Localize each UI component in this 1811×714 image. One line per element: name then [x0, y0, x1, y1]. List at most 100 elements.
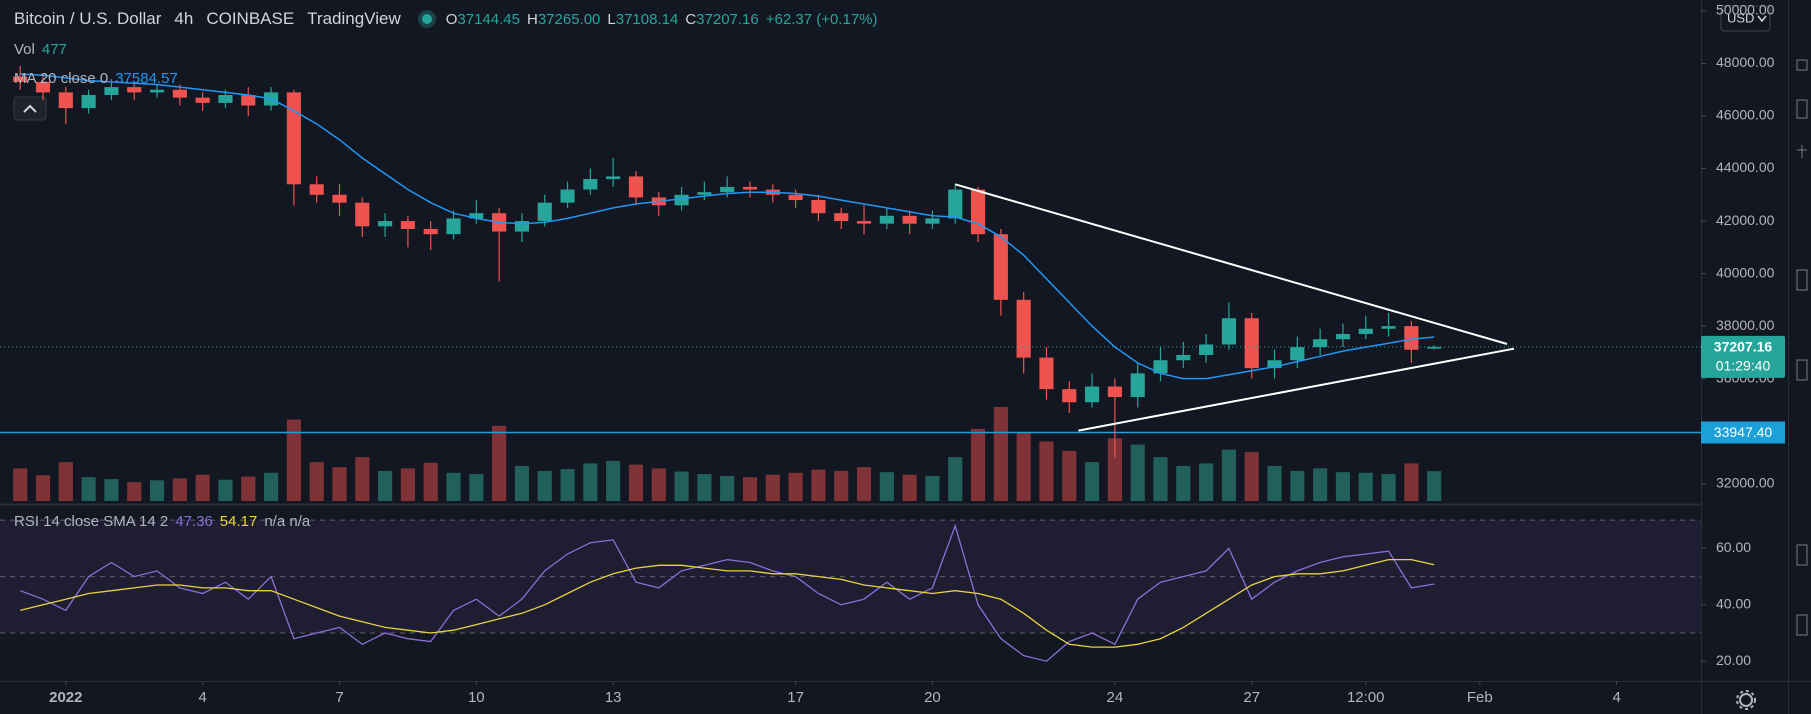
candle-body: [58, 92, 73, 109]
volume-value: 477: [41, 41, 67, 58]
currency-button[interactable]: USD: [1720, 5, 1771, 32]
y-tick-label: 48000.00: [1716, 54, 1775, 70]
volume-bar: [742, 477, 758, 501]
candle-body: [742, 186, 758, 190]
gear-teeth: [1736, 690, 1756, 710]
rsi-y-tick-label: 60.00: [1716, 539, 1751, 555]
rsi-value: 47.36: [175, 513, 213, 530]
trendline: [954, 183, 1508, 345]
toolbar-icon[interactable]: [1796, 359, 1808, 381]
candle-body: [378, 221, 393, 227]
toolbar-icon[interactable]: [1796, 99, 1808, 119]
gear-icon: [1739, 693, 1753, 707]
chevron-icon: [23, 104, 37, 113]
volume-bar: [1267, 465, 1282, 501]
volume-bar: [469, 474, 484, 501]
ma-line: [20, 73, 1435, 380]
candle-body: [1427, 346, 1442, 349]
candle-body: [537, 202, 552, 222]
candle-body: [1358, 328, 1373, 334]
x-tick-label: 2022: [49, 689, 82, 706]
volume-bar: [378, 470, 393, 501]
volume-bar: [606, 460, 621, 501]
candle-body: [902, 215, 917, 224]
volume-bar: [423, 462, 438, 501]
volume-bar: [355, 457, 370, 501]
candle-body: [1016, 299, 1031, 358]
candle-body: [879, 215, 894, 224]
rsi-label: RSI 14 close SMA 14 2: [14, 513, 169, 530]
y-tick-label: 38000.00: [1716, 317, 1775, 333]
volume-bar: [104, 479, 119, 501]
symbol-title: Bitcoin / U.S. Dollar: [14, 9, 162, 28]
toolbar-icon[interactable]: [1796, 269, 1808, 291]
candle-body: [514, 221, 530, 232]
x-tick-label: Feb: [1467, 689, 1493, 706]
candle-body: [1176, 354, 1191, 361]
volume-bar: [1199, 463, 1214, 501]
y-tick-label: 42000.00: [1716, 212, 1775, 228]
volume-bar: [811, 469, 826, 501]
x-tick-label: 24: [1107, 689, 1124, 706]
rsi-y-tick-label: 20.00: [1716, 652, 1751, 668]
candle-body: [469, 213, 484, 219]
y-tick-label: 46000.00: [1716, 107, 1775, 123]
ohlc-value: 37108.14: [615, 10, 679, 28]
button-frame: [1720, 5, 1771, 32]
volume-bar: [264, 472, 279, 501]
volume-bar: [1290, 470, 1305, 501]
volume-bar: [1244, 452, 1259, 501]
ohlc-prefix: L: [607, 10, 616, 28]
volume-bar: [674, 471, 689, 501]
candle-body: [1039, 357, 1054, 390]
volume-bar: [1107, 438, 1122, 501]
volume-bar: [834, 470, 849, 501]
candle-body: [606, 176, 621, 180]
volume-bar: [1427, 471, 1442, 501]
candle-body: [1267, 360, 1282, 369]
volume-bar: [1016, 432, 1031, 501]
volume-label: Vol: [14, 41, 35, 58]
volume-bar: [560, 469, 575, 501]
volume-bar: [127, 482, 142, 501]
toolbar-icon[interactable]: [1796, 544, 1808, 566]
button-frame: [13, 96, 47, 121]
candle-body: [81, 95, 96, 109]
toolbar-icon[interactable]: [1797, 145, 1807, 158]
volume-bar: [628, 464, 644, 501]
collapse-button[interactable]: [13, 96, 47, 121]
hline-price-label: 33947.40: [1714, 424, 1773, 440]
rsi-sma-line: [20, 558, 1435, 648]
ma-legend: MA 20 close 0 37584.57: [14, 70, 185, 87]
volume-bar: [1358, 472, 1373, 501]
candle-body: [127, 87, 142, 93]
candle-body: [1381, 326, 1396, 329]
symbol-legend: Bitcoin / U.S. Dollar 4h COINBASE Tradin…: [14, 9, 885, 29]
candle-body: [149, 89, 165, 93]
ohlc-prefix: H: [526, 10, 538, 28]
volume-bar: [332, 467, 347, 501]
volume-bar: [1404, 463, 1419, 501]
toolbar-icon[interactable]: [1796, 59, 1808, 71]
candle-body: [195, 97, 210, 103]
rsi-y-tick-label: 40.00: [1716, 596, 1751, 612]
candle-body: [218, 95, 233, 103]
candle-body: [1062, 389, 1077, 403]
volume-bar: [537, 470, 552, 501]
x-tick-label: 27: [1243, 689, 1260, 706]
x-tick-label: 13: [605, 689, 622, 706]
settings-button[interactable]: [1736, 690, 1756, 710]
ohlc-value: 37265.00: [537, 10, 601, 28]
currency-label: USD: [1727, 10, 1754, 25]
candle-body: [925, 218, 940, 224]
volume-bar: [788, 472, 803, 501]
toolbar-icon[interactable]: [1796, 614, 1808, 636]
volume-bar: [925, 475, 940, 501]
volume-bar: [81, 477, 96, 501]
candle-body: [355, 202, 370, 227]
y-tick-label: 40000.00: [1716, 264, 1775, 280]
volume-bar: [218, 479, 233, 501]
caret-icon: [1757, 15, 1767, 23]
candle-body: [332, 194, 347, 203]
